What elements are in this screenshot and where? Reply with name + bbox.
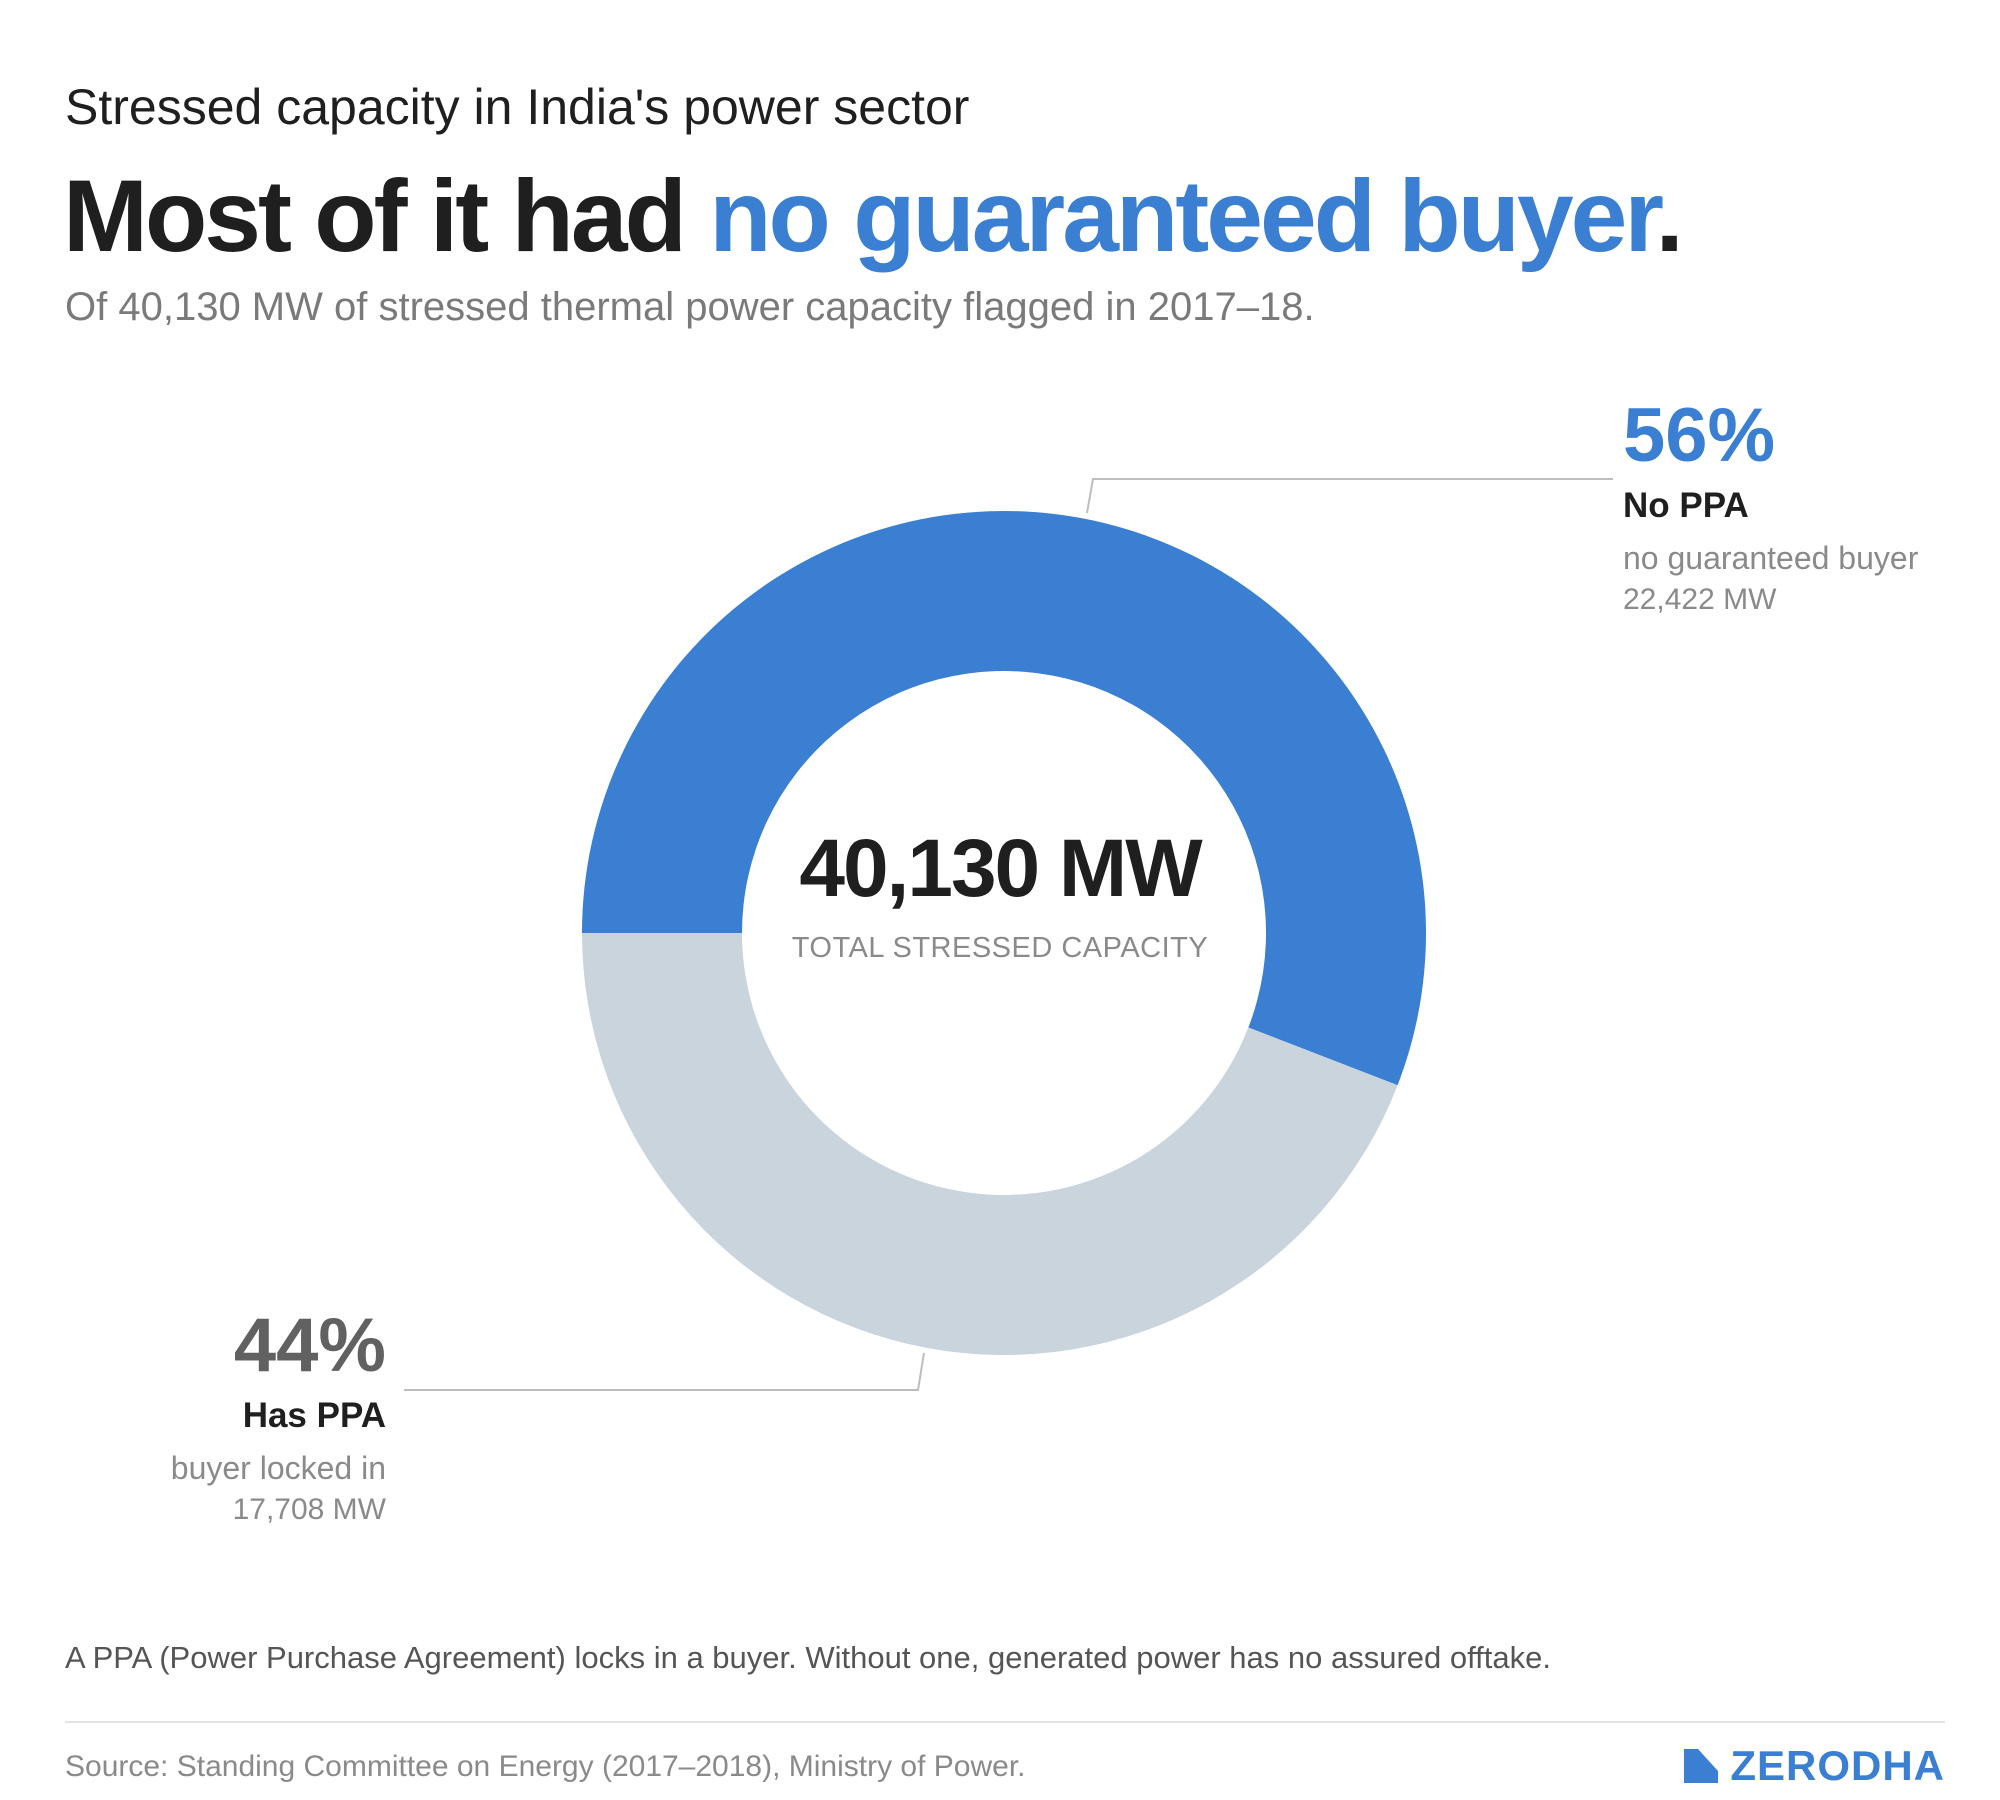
subhead: Of 40,130 MW of stressed thermal power c… xyxy=(65,285,1315,329)
no-ppa-mw: 22,422 MW xyxy=(1623,583,1777,616)
brand-logo: ZERODHA xyxy=(1684,1742,1945,1790)
headline-end: . xyxy=(1655,159,1683,273)
footer-divider xyxy=(65,1721,1945,1723)
headline: Most of it had no guaranteed buyer. xyxy=(63,158,1684,275)
callout-has-ppa: 44% Has PPA buyer locked in 17,708 MW xyxy=(171,1308,386,1527)
center-total-label: TOTAL STRESSED CAPACITY xyxy=(791,932,1209,964)
has-ppa-category: Has PPA xyxy=(242,1396,386,1435)
headline-main: Most of it had xyxy=(63,159,710,273)
footnote: A PPA (Power Purchase Agreement) locks i… xyxy=(65,1640,1551,1675)
no-ppa-percent: 56% xyxy=(1623,393,1776,478)
no-ppa-category: No PPA xyxy=(1623,486,1749,525)
brand-name: ZERODHA xyxy=(1730,1742,1945,1789)
has-ppa-description: buyer locked in xyxy=(170,1450,386,1486)
center-total-value: 40,130 MW xyxy=(799,823,1202,914)
no-ppa-description: no guaranteed buyer xyxy=(1623,540,1919,576)
donut-slice-no-ppa xyxy=(582,511,1426,1086)
donut-slice-has-ppa xyxy=(582,933,1398,1356)
leader-line-no-ppa xyxy=(1086,478,1613,514)
zerodha-logo-icon xyxy=(1684,1749,1719,1783)
headline-accent: no guaranteed buyer xyxy=(709,159,1658,273)
leader-line-has-ppa xyxy=(404,1352,925,1391)
has-ppa-mw: 17,708 MW xyxy=(232,1493,386,1526)
has-ppa-percent: 44% xyxy=(233,1303,386,1388)
source-note: Source: Standing Committee on Energy (20… xyxy=(65,1750,1026,1783)
eyebrow-title: Stressed capacity in India's power secto… xyxy=(65,79,970,135)
callout-no-ppa: 56% No PPA no guaranteed buyer 22,422 MW xyxy=(1623,398,1918,617)
